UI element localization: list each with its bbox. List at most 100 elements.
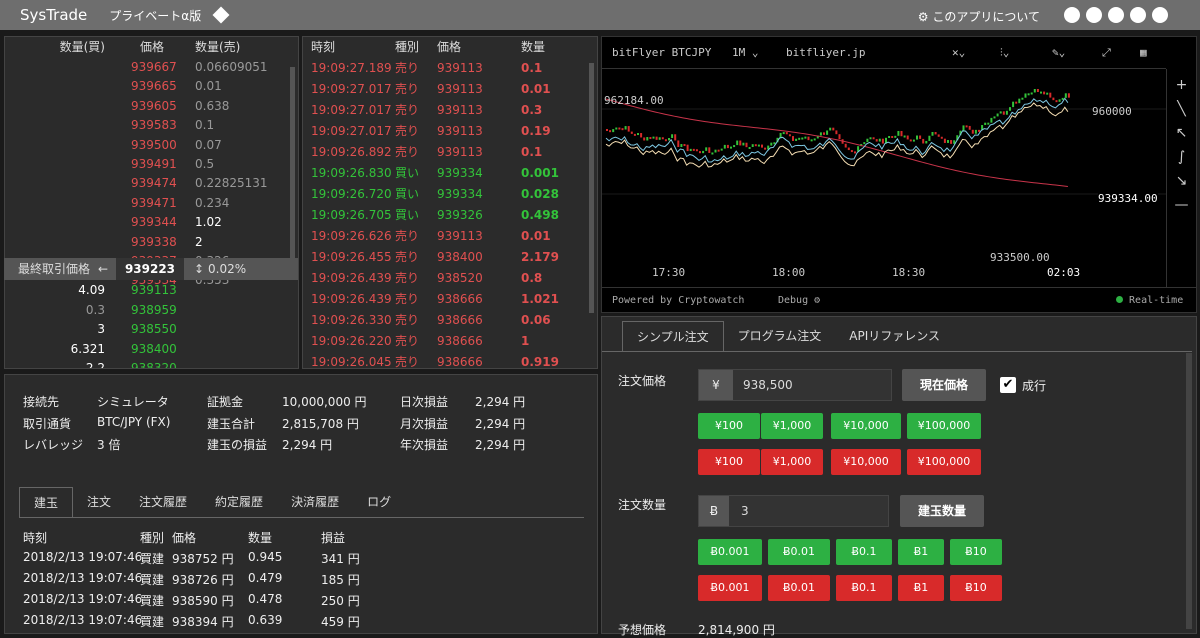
tab-execution-history[interactable]: 約定履歴 [215, 495, 264, 509]
line-tool-icon[interactable]: ╲ [1177, 101, 1186, 117]
chart-canvas[interactable]: 962184.00 933500.00 [602, 69, 1166, 287]
chart-symbol[interactable]: bitFlyer BTCJPY [612, 46, 712, 59]
market-checkbox[interactable]: ✔ [1000, 377, 1016, 393]
tab-orders[interactable]: 注文 [87, 495, 112, 509]
ask-row[interactable]: 939667 0.06609051 [5, 58, 293, 77]
price-minus-button[interactable]: ¥1,000 [761, 449, 823, 475]
ask-row[interactable]: 939344 1.02 [5, 213, 293, 232]
plus-icon[interactable]: + [1175, 77, 1188, 93]
trade-row[interactable]: 19:09:26.892 売り 939113 0.1 [311, 142, 591, 163]
arrow-tool-icon[interactable]: ↘ [1175, 173, 1188, 189]
tab-order-history[interactable]: 注文履歴 [139, 495, 188, 509]
ask-row[interactable]: 939605 0.638 [5, 97, 293, 116]
qty-plus-button[interactable]: Ƀ0.1 [836, 539, 892, 565]
qty-plus-button[interactable]: Ƀ0.001 [698, 539, 762, 565]
position-qty-button[interactable]: 建玉数量 [900, 495, 984, 527]
trade-row[interactable]: 19:09:27.017 売り 939113 0.19 [311, 121, 591, 142]
trade-row[interactable]: 19:09:26.455 売り 938400 2.179 [311, 247, 591, 268]
debug-button[interactable]: Debug ⚙ [778, 295, 821, 306]
qty-minus-button[interactable]: Ƀ0.1 [836, 575, 892, 601]
position-row[interactable]: 2018/2/13 19:07:46 買建 938726 円 0.479 185 円 [5, 571, 595, 592]
trade-row[interactable]: 19:09:26.626 売り 939113 0.01 [311, 226, 591, 247]
current-price-button[interactable]: 現在価格 [902, 369, 986, 401]
price-chart[interactable]: bitFlyer BTCJPY 1M ⌄ bitfliyer.jp ✕⌄ ⫶⌄ … [601, 36, 1197, 313]
crosshair-icon[interactable]: ✕⌄ [952, 46, 966, 59]
trade-row[interactable]: 19:09:26.220 売り 938666 1 [311, 331, 591, 352]
qty-input[interactable]: Ƀ 3 [698, 495, 889, 527]
price-input[interactable]: ¥ 938,500 [698, 369, 892, 401]
price-plus-button[interactable]: ¥100 [698, 413, 760, 439]
bid-row[interactable]: 2.2 938320 [5, 359, 293, 368]
candle [618, 127, 621, 130]
bid-row[interactable]: 3 938550 [5, 320, 293, 339]
trade-row[interactable]: 19:09:26.330 売り 938666 0.06 [311, 310, 591, 331]
position-row[interactable]: 2018/2/13 19:07:46 買建 938752 円 0.945 341 円 [5, 550, 595, 571]
firefox-icon[interactable] [1130, 7, 1146, 23]
ask-row[interactable]: 939338 2 [5, 233, 293, 252]
tab-api-reference[interactable]: APIリファレンス [849, 329, 941, 343]
price-minus-button[interactable]: ¥100,000 [907, 449, 981, 475]
tab-log[interactable]: ログ [367, 495, 392, 509]
tab-simple-order[interactable]: シンプル注文 [622, 321, 724, 351]
candle [959, 130, 962, 136]
ask-row[interactable]: 939491 0.5 [5, 155, 293, 174]
scrollbar[interactable] [290, 67, 295, 272]
ask-row[interactable]: 939665 0.01 [5, 77, 293, 96]
chart-settings-icon[interactable]: ▦ [1140, 46, 1147, 59]
app-title[interactable]: SysTrade [20, 6, 88, 24]
ask-row[interactable]: 939583 0.1 [5, 116, 293, 135]
price-plus-button[interactable]: ¥10,000 [831, 413, 901, 439]
qty-minus-button[interactable]: Ƀ0.01 [768, 575, 830, 601]
curve-tool-icon[interactable]: ∫ [1177, 149, 1186, 165]
trade-row[interactable]: 19:09:26.439 売り 938666 1.021 [311, 289, 591, 310]
trade-row[interactable]: 19:09:26.045 売り 938666 0.919 [311, 352, 591, 368]
expand-icon[interactable]: ⤢ [1102, 46, 1111, 59]
tab-program-order[interactable]: プログラム注文 [737, 329, 822, 343]
ray-tool-icon[interactable]: ↖ [1175, 125, 1188, 141]
twitter-icon[interactable] [1108, 7, 1124, 23]
trade-row[interactable]: 19:09:27.017 売り 939113 0.3 [311, 100, 591, 121]
price-plus-button[interactable]: ¥100,000 [907, 413, 981, 439]
source-link[interactable]: bitfliyer.jp [786, 46, 866, 59]
qty-minus-button[interactable]: Ƀ0.001 [698, 575, 762, 601]
trade-side: 売り [395, 271, 420, 285]
about-link[interactable]: ⚙ このアプリについて [917, 10, 1040, 24]
bid-row[interactable]: 6.321 938400 [5, 340, 293, 359]
indicator-icon[interactable]: ⫶⌄ [1000, 46, 1010, 59]
trade-row[interactable]: 19:09:26.439 売り 938520 0.8 [311, 268, 591, 289]
ask-row[interactable]: 939500 0.07 [5, 136, 293, 155]
ask-price: 939344 [131, 215, 177, 230]
bid-row[interactable]: 4.09 939113 [5, 281, 293, 300]
trade-row[interactable]: 19:09:26.705 買い 939326 0.498 [311, 205, 591, 226]
position-row[interactable]: 2018/2/13 19:07:46 買建 938394 円 0.639 459 円 [5, 613, 595, 634]
scrollbar[interactable] [1186, 353, 1192, 629]
price-minus-button[interactable]: ¥100 [698, 449, 760, 475]
qty-plus-button[interactable]: Ƀ0.01 [768, 539, 830, 565]
price-minus-button[interactable]: ¥10,000 [831, 449, 901, 475]
trade-row[interactable]: 19:09:27.189 売り 939113 0.1 [311, 58, 591, 79]
trade-row[interactable]: 19:09:26.830 買い 939334 0.001 [311, 163, 591, 184]
qty-plus-button[interactable]: Ƀ1 [898, 539, 944, 565]
powered-by[interactable]: Powered by Cryptowatch [612, 295, 745, 306]
scrollbar[interactable] [589, 63, 594, 313]
position-row[interactable]: 2018/2/13 19:07:46 買建 938590 円 0.478 250 円 [5, 592, 595, 613]
github-icon[interactable] [1086, 7, 1102, 23]
ask-row[interactable]: 939471 0.234 [5, 194, 293, 213]
ask-row[interactable]: 939474 0.22825131 [5, 174, 293, 193]
interval-select[interactable]: 1M ⌄ [732, 46, 759, 59]
bid-row[interactable]: 0.3 938959 [5, 301, 293, 320]
qty-minus-button[interactable]: Ƀ1 [898, 575, 944, 601]
qty-minus-button[interactable]: Ƀ10 [950, 575, 1002, 601]
price-plus-button[interactable]: ¥1,000 [761, 413, 823, 439]
tab-positions[interactable]: 建玉 [19, 487, 74, 517]
trade-row[interactable]: 19:09:27.017 売り 939113 0.01 [311, 79, 591, 100]
qty-plus-button[interactable]: Ƀ10 [950, 539, 1002, 565]
pencil-icon[interactable]: ✎⌄ [1052, 46, 1066, 59]
tab-settlement-history[interactable]: 決済履歴 [291, 495, 340, 509]
ask-qty: 0.22825131 [195, 176, 268, 191]
trade-row[interactable]: 19:09:26.720 買い 939334 0.028 [311, 184, 591, 205]
chrome-icon[interactable] [1152, 7, 1168, 23]
mail-icon[interactable] [1064, 7, 1080, 23]
diamond-icon[interactable] [212, 6, 230, 24]
hline-tool-icon[interactable]: — [1174, 197, 1189, 213]
